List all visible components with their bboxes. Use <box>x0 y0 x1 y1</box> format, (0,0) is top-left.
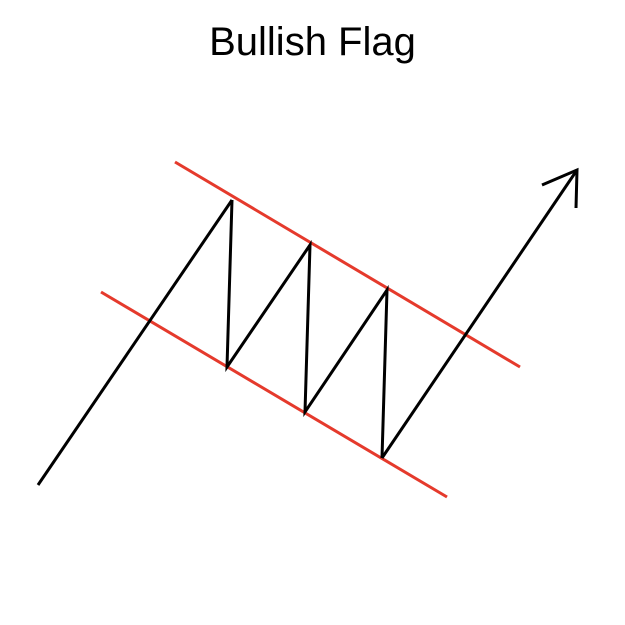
upper-channel-line <box>174 160 521 369</box>
consolidation-zigzag-line <box>225 199 389 459</box>
arrowhead-icon <box>541 167 579 209</box>
lower-channel-line <box>100 290 448 499</box>
flagpole-line <box>36 199 234 486</box>
diagram-title: Bullish Flag <box>209 20 416 64</box>
breakout-line <box>380 169 579 459</box>
